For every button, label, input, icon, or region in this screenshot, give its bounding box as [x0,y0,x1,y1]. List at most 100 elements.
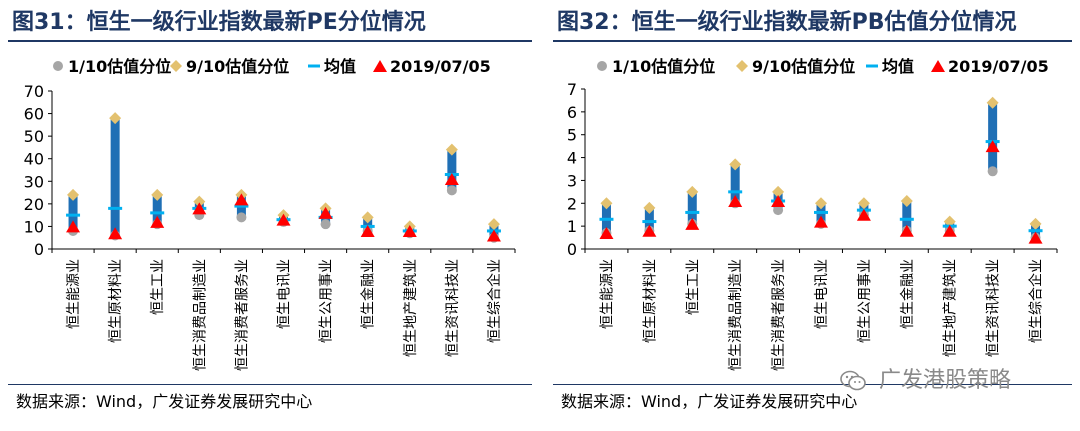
range-bar [644,207,654,231]
footer-rule [8,384,532,385]
y-tick-label: 0 [567,240,577,259]
x-tick-label: 恒生综合企业 [486,259,503,343]
x-tick-label: 恒生消费者服务业 [771,259,787,371]
p10-point [987,166,998,177]
y-tick-label: 2 [567,194,577,213]
range-bar [68,194,78,231]
latest-point [1028,231,1043,244]
legend-label: 1/10估值分位 [612,57,715,76]
data-source: 数据来源：Wind，广发证券发展研究中心 [16,392,313,411]
p90-point [943,215,956,228]
range-bar [988,102,998,172]
x-tick-label: 恒生消费品制造业 [728,259,744,371]
title-rule [8,40,532,42]
latest-point [108,227,123,240]
x-tick-label: 恒生综合企业 [1028,259,1045,343]
latest-point [486,229,501,242]
p90-point [109,112,122,125]
p90-point [900,195,913,207]
y-tick-label: 40 [24,150,44,169]
range-bar [447,149,457,191]
range-bar [730,164,740,204]
x-tick-label: 恒生消费品制造业 [192,259,208,371]
x-tick-label: 恒生资讯科技业 [445,259,461,357]
wechat-icon [840,370,866,391]
y-tick-label: 10 [24,217,44,236]
latest-point [814,215,828,228]
latest-point [899,224,914,237]
p10-point [320,219,331,230]
x-tick-label: 恒生地产建筑业 [403,259,419,357]
latest-point [771,195,786,207]
y-tick-label: 20 [24,195,44,214]
y-tick-label: 1 [567,217,577,236]
latest-point [942,224,957,237]
y-tick-label: 50 [24,127,44,146]
x-tick-label: 恒生金融业 [361,259,377,329]
x-tick-label: 恒生电讯业 [277,259,293,329]
legend-label: 1/10估值分位 [68,57,171,76]
range-bar [902,201,912,231]
legend-label: 9/10估值分位 [752,57,855,76]
p90-point [445,143,458,156]
range-bar [110,118,120,236]
latest-point [66,220,81,233]
x-tick-label: 恒生电讯业 [814,259,830,329]
legend-marker-latest [373,60,387,72]
y-tick-label: 5 [567,126,577,145]
title-rule [553,40,1072,42]
legend-marker-p10 [53,61,63,71]
p10-point [236,212,247,223]
p90-point [600,197,613,210]
latest-point [856,208,871,221]
legend-label: 9/10估值分位 [186,57,289,76]
data-source: 数据来源：Wind，广发证券发展研究中心 [561,392,858,411]
latest-point [728,195,743,207]
x-tick-label: 恒生能源业 [66,259,82,329]
x-tick-label: 恒生能源业 [599,259,615,329]
pe-percentile-panel: 图31：恒生一级行业指数最新PE分位情况 1/10估值分位 9/10估值分位 均值 2… [8,10,532,411]
pe-chart: 1/10估值分位 9/10估值分位 均值 2019/07/05 0 10 20 30 40 50 6… [24,57,516,371]
latest-point [685,217,700,230]
x-tick-label: 恒生公用事业 [857,259,873,343]
latest-point [360,224,375,237]
p90-point [643,201,656,214]
y-tick-label: 70 [24,82,44,101]
latest-point [642,224,657,237]
legend-marker-p10 [597,61,607,71]
panel-title: 图31：恒生一级行业指数最新PE分位情况 [12,10,426,35]
p90-point [487,218,500,231]
y-tick-label: 4 [567,149,577,168]
watermark-text: 广发港股策略 [879,368,1012,393]
latest-point [402,224,417,237]
latest-point [276,213,291,226]
y-tick-label: 7 [567,80,577,99]
p90-point [1029,217,1042,230]
p90-point [729,158,742,171]
latest-point [192,202,207,215]
pb-chart: 1/10估值分位 9/10估值分位 均值 2019/07/05 0 1 2 3 4 5 6 7 恒生能源… [567,57,1058,371]
x-tick-label: 恒生原材料业 [642,259,658,343]
y-tick-label: 0 [34,240,44,259]
legend-label: 均值 [324,57,356,76]
legend-label: 2019/07/05 [948,57,1049,76]
legend-marker-latest [931,60,945,72]
y-tick-label: 60 [24,105,44,124]
y-tick-label: 6 [567,103,577,122]
x-tick-label: 恒生资讯科技业 [986,259,1002,357]
range-bar [687,191,697,224]
latest-point [150,215,165,228]
p90-point [193,195,206,208]
p90-point [361,211,374,224]
y-tick-label: 30 [24,172,44,191]
latest-point [985,140,1000,153]
x-tick-label: 恒生公用事业 [319,259,335,343]
p90-point [857,197,870,210]
latest-point [234,193,249,206]
legend-label: 均值 [882,57,914,76]
p90-point [151,188,164,201]
legend-label: 2019/07/05 [390,57,491,76]
pb-percentile-panel: 图32：恒生一级行业指数最新PB估值分位情况 1/10估值分位 9/10估值分位 均… [545,0,1080,431]
p90-point [815,197,827,210]
legend-marker-p90 [736,60,748,72]
